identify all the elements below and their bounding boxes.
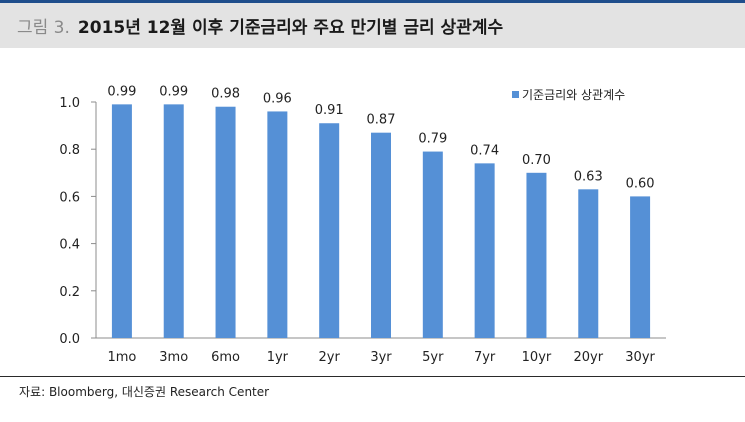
bar	[474, 163, 495, 338]
bar	[319, 123, 340, 339]
data-label: 0.99	[159, 84, 188, 99]
x-tick-label: 20yr	[573, 350, 603, 365]
x-tick-label: 2yr	[319, 350, 341, 365]
y-tick-label: 0.8	[59, 143, 80, 158]
data-label: 0.91	[315, 103, 344, 118]
x-tick-label: 1mo	[107, 350, 136, 365]
bar	[526, 172, 547, 338]
x-tick-label: 10yr	[522, 350, 552, 365]
x-tick-label: 6mo	[211, 350, 240, 365]
data-label: 0.63	[574, 169, 603, 184]
data-label: 0.96	[263, 91, 292, 106]
x-tick-label: 5yr	[422, 350, 444, 365]
data-label: 0.70	[522, 153, 551, 168]
x-tick-label: 3yr	[370, 350, 392, 365]
data-label: 0.60	[626, 176, 655, 191]
bar	[630, 196, 651, 338]
bar	[371, 132, 391, 338]
chart-title: 2015년 12월 이후 기준금리와 주요 만기별 금리 상관계수	[77, 18, 504, 38]
y-tick-label: 0.0	[59, 332, 80, 347]
y-tick-label: 0.2	[59, 285, 80, 300]
source-note: 자료: Bloomberg, 대신증권 Research Center	[19, 385, 270, 399]
y-tick-label: 0.6	[59, 190, 80, 205]
bar	[267, 111, 288, 338]
bar	[163, 104, 184, 338]
x-tick-label: 7yr	[474, 350, 496, 365]
bottom-rule	[0, 376, 745, 377]
figure-label: 그림 3.	[17, 18, 70, 38]
data-label: 0.74	[470, 143, 499, 158]
title-bar: 그림 3. 2015년 12월 이후 기준금리와 주요 만기별 금리 상관계수	[0, 3, 745, 48]
bar	[215, 106, 236, 338]
top-rule	[0, 0, 745, 3]
x-tick-label: 3mo	[159, 350, 188, 365]
bar-chart: 0.0 0.2 0.4 0.6 0.8 1.0 0.99 1mo 0.99 3mo 0.98 6mo 0…	[59, 84, 666, 365]
legend-swatch	[512, 91, 519, 98]
legend-label: 기준금리와 상관계수	[522, 88, 625, 102]
bar	[422, 151, 443, 338]
y-tick-label: 0.4	[59, 238, 80, 253]
data-label: 0.99	[107, 84, 136, 99]
bar	[111, 104, 132, 338]
bar	[578, 189, 599, 338]
data-label: 0.79	[418, 132, 447, 147]
x-tick-label: 30yr	[625, 350, 655, 365]
data-label: 0.87	[367, 113, 396, 128]
x-tick-label: 1yr	[267, 350, 289, 365]
data-label: 0.98	[211, 87, 240, 102]
y-tick-label: 1.0	[59, 96, 80, 111]
